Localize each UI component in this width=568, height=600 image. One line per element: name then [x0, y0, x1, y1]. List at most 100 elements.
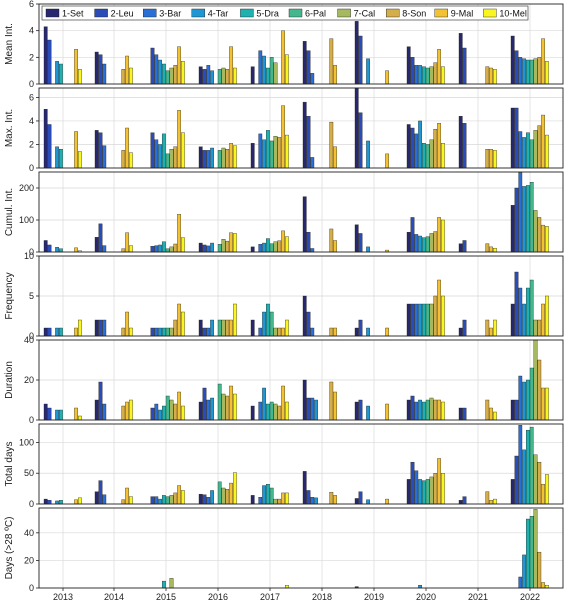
- bar-2020-5-Dra: [422, 66, 426, 85]
- bar-2022-10-Mel: [545, 134, 549, 169]
- bar-2022-4-Tar: [522, 303, 526, 337]
- bar-2014-10-Mel: [129, 67, 133, 85]
- legend-entry: 7-Cal: [354, 9, 376, 19]
- legend: 1-Set 2-Leu 3-Bar 4-Tar 5-Dra 6-Pal 7-Cal 8-Son…: [41, 5, 529, 21]
- bar-2022-3-Bar: [518, 172, 523, 253]
- bar-2014-10-Mel: [129, 245, 133, 253]
- bar-2022-1-Set: [510, 205, 515, 253]
- bar-2013-10-Mel: [78, 151, 82, 169]
- x-tick-label: 2017: [260, 592, 280, 600]
- bar-2013-5-Dra: [59, 500, 63, 505]
- bar-2016-1-Set: [198, 401, 203, 421]
- bar-2016-4-Tar: [210, 70, 214, 85]
- bar-2020-5-Dra: [422, 480, 426, 505]
- bar-2016-8-Son: [225, 240, 230, 253]
- bar-2015-9-Mal: [177, 485, 181, 505]
- bar-2020-10-Mel: [441, 473, 445, 505]
- bar-2013-5-Dra: [59, 327, 63, 337]
- bar-2017-7-Cal: [273, 62, 278, 85]
- y-tick-label: 10: [24, 251, 34, 261]
- bar-2020-6-Pal: [425, 479, 430, 505]
- bar-2015-2-Leu: [150, 327, 155, 337]
- bar-2014-3-Bar: [102, 63, 107, 85]
- bar-2021-9-Mal: [489, 407, 493, 421]
- legend-swatch: [191, 8, 206, 18]
- bar-2019-1-Set: [354, 327, 359, 337]
- panel-3: 0 100 200 Cumul. Int.: [4, 171, 564, 257]
- bar-2022-8-Son: [537, 217, 542, 253]
- bar-2022-9-Mal: [541, 303, 545, 337]
- bar-2015-5-Dra: [162, 133, 166, 169]
- bar-2021-2-Leu: [462, 319, 467, 337]
- bar-2017-9-Mal: [281, 105, 285, 169]
- bar-2022-4-Tar: [522, 58, 526, 85]
- panel-frame: [38, 171, 564, 253]
- bar-2015-6-Pal: [165, 395, 170, 421]
- bar-2020-3-Bar: [414, 133, 419, 169]
- bar-2016-3-Bar: [206, 245, 211, 253]
- bar-2022-8-Son: [537, 57, 542, 85]
- bar-2017-10-Mel: [285, 401, 289, 421]
- bar-2015-10-Mel: [181, 311, 185, 337]
- bar-2015-8-Son: [173, 146, 178, 169]
- legend-entry: 3-Bar: [159, 9, 181, 19]
- bar-2014-2-Leu: [98, 223, 103, 253]
- bar-2016-7-Cal: [221, 67, 226, 85]
- bar-2017-4-Tar: [262, 387, 266, 421]
- bar-2021-2-Leu: [462, 47, 467, 85]
- y-tick-label: 40: [24, 335, 34, 345]
- panel-background: [39, 508, 563, 588]
- y-axis-label: Mean Int.: [4, 23, 15, 65]
- bar-2016-9-Mal: [229, 143, 233, 169]
- legend-entry: 1-Set: [62, 9, 84, 19]
- bar-2022-6-Pal: [529, 279, 534, 337]
- x-tick-label: 2021: [468, 592, 488, 600]
- bar-2022-1-Set: [510, 107, 515, 169]
- bar-2013-5-Dra: [59, 63, 63, 85]
- y-tick-label: 4: [29, 116, 34, 126]
- bar-2018-2-Leu: [306, 116, 311, 169]
- bar-2015-9-Mal: [177, 110, 181, 169]
- bar-2016-8-Son: [225, 69, 230, 85]
- bar-2022-8-Son: [537, 359, 542, 421]
- bar-2013-1-Set: [43, 240, 48, 253]
- bar-2022-3-Bar: [518, 131, 523, 169]
- bar-2020-7-Cal: [429, 476, 434, 505]
- bar-2020-3-Bar: [414, 470, 419, 505]
- bar-2017-10-Mel: [285, 54, 289, 85]
- bar-2014-10-Mel: [129, 496, 133, 505]
- bar-2015-8-Son: [173, 65, 178, 85]
- bar-2020-8-Son: [433, 129, 438, 169]
- bar-2022-6-Pal: [529, 139, 534, 169]
- y-tick-label: 6: [29, 92, 34, 102]
- bar-2016-2-Leu: [202, 494, 207, 505]
- bar-2017-8-Son: [277, 498, 282, 505]
- bar-2013-2-Leu: [47, 39, 52, 85]
- bar-2021-10-Mel: [493, 247, 497, 253]
- bar-2017-4-Tar: [262, 242, 266, 253]
- bar-2015-6-Pal: [165, 327, 170, 337]
- bar-2016-7-Cal: [221, 147, 226, 169]
- legend-entry: 5-Dra: [256, 9, 279, 19]
- bar-2016-10-Mel: [233, 233, 237, 253]
- bar-2017-7-Cal: [273, 403, 278, 421]
- bar-2014-3-Bar: [102, 145, 107, 169]
- bar-2020-2-Leu: [410, 303, 415, 337]
- bar-2019-4-Tar: [366, 246, 370, 253]
- y-axis-label: Cumul. Int.: [4, 188, 15, 236]
- bar-2016-3-Bar: [206, 497, 211, 505]
- bar-2020-1-Set: [406, 46, 411, 85]
- bar-2015-7-Cal: [169, 495, 174, 505]
- bar-2021-9-Mal: [489, 500, 493, 505]
- bar-2018-4-Tar: [314, 497, 318, 505]
- bar-2019-2-Leu: [358, 319, 363, 337]
- bar-2016-8-Son: [225, 489, 230, 505]
- bar-2014-1-Set: [94, 491, 99, 505]
- panel-background: [39, 88, 563, 168]
- bar-2022-7-Cal: [533, 130, 538, 169]
- bar-2020-10-Mel: [441, 295, 445, 337]
- bar-2018-9-Mal: [333, 327, 337, 337]
- bar-2022-3-Bar: [518, 375, 523, 421]
- bar-2022-4-Tar: [522, 137, 526, 169]
- panel-frame: [38, 339, 564, 421]
